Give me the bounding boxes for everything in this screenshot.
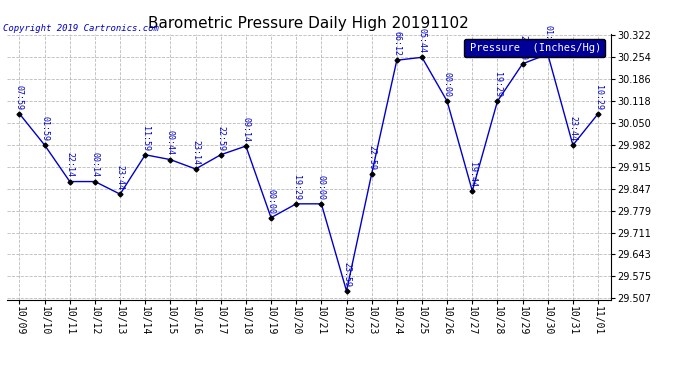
Text: 10:29: 10:29: [593, 85, 602, 109]
Legend: Pressure  (Inches/Hg): Pressure (Inches/Hg): [464, 39, 605, 57]
Text: 00:00: 00:00: [317, 175, 326, 200]
Text: 22:59: 22:59: [367, 145, 376, 170]
Text: 23:44: 23:44: [116, 165, 125, 190]
Text: 66:12: 66:12: [393, 31, 402, 56]
Text: 23:59: 23:59: [342, 262, 351, 287]
Text: 22:59: 22:59: [518, 34, 527, 60]
Text: 19:29: 19:29: [493, 72, 502, 97]
Text: 19:44: 19:44: [468, 162, 477, 187]
Text: 01:14: 01:14: [543, 25, 552, 50]
Text: 09:14: 09:14: [241, 117, 250, 142]
Text: 07:59: 07:59: [15, 85, 24, 109]
Text: 23:14: 23:14: [191, 140, 200, 165]
Text: 00:00: 00:00: [442, 72, 452, 97]
Text: 01:59: 01:59: [40, 116, 49, 141]
Text: 05:44: 05:44: [417, 28, 426, 53]
Text: Copyright 2019 Cartronics.com: Copyright 2019 Cartronics.com: [3, 24, 159, 33]
Text: 00:44: 00:44: [166, 130, 175, 156]
Text: 19:29: 19:29: [292, 175, 301, 200]
Text: 00:00: 00:00: [266, 189, 275, 213]
Text: 11:59: 11:59: [141, 126, 150, 151]
Text: 22:14: 22:14: [66, 152, 75, 177]
Title: Barometric Pressure Daily High 20191102: Barometric Pressure Daily High 20191102: [148, 16, 469, 31]
Text: 23:44: 23:44: [569, 116, 578, 141]
Text: 00:14: 00:14: [90, 152, 99, 177]
Text: 22:59: 22:59: [216, 126, 225, 151]
